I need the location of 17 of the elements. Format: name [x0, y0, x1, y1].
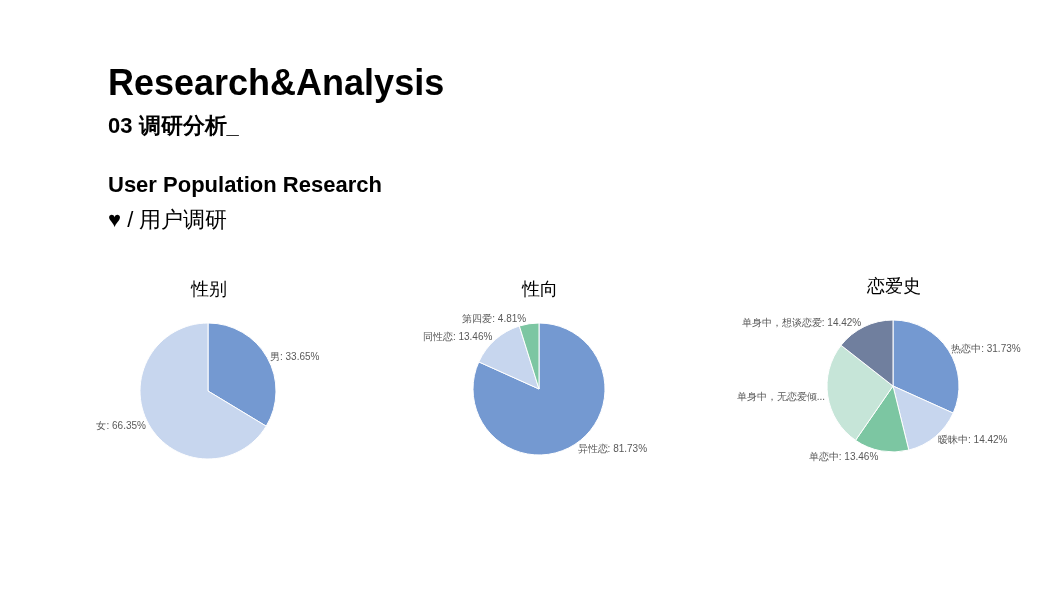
slice-label: 女: 66.35% — [96, 420, 147, 432]
slice-label: 单恋中: 13.46% — [808, 450, 879, 462]
text: 03 调研分析_ — [108, 113, 240, 138]
slice-label: 暧昧中: 14.42% — [938, 434, 1008, 446]
text: Research&Analysis — [108, 62, 445, 103]
slice-label: 同性恋: 13.46% — [422, 331, 493, 343]
chart-title: 恋爱史 — [866, 276, 921, 296]
slice-label: 单身中，无恋爱倾... — [736, 390, 825, 402]
chart-title: 性别 — [190, 279, 227, 299]
text: ♥ / 用户调研 — [108, 207, 228, 232]
slice-label: 第四爱: 4.81% — [462, 312, 527, 324]
slice-label: 热恋中: 31.73% — [951, 343, 1021, 355]
text: User Population Research — [108, 172, 382, 197]
slice-label: 异性恋: 81.73% — [577, 442, 648, 454]
slice-label: 单身中，想谈恋爱: 14.42% — [741, 316, 862, 328]
chart-title: 性向 — [521, 279, 558, 299]
slice-label: 男: 33.65% — [269, 350, 320, 362]
